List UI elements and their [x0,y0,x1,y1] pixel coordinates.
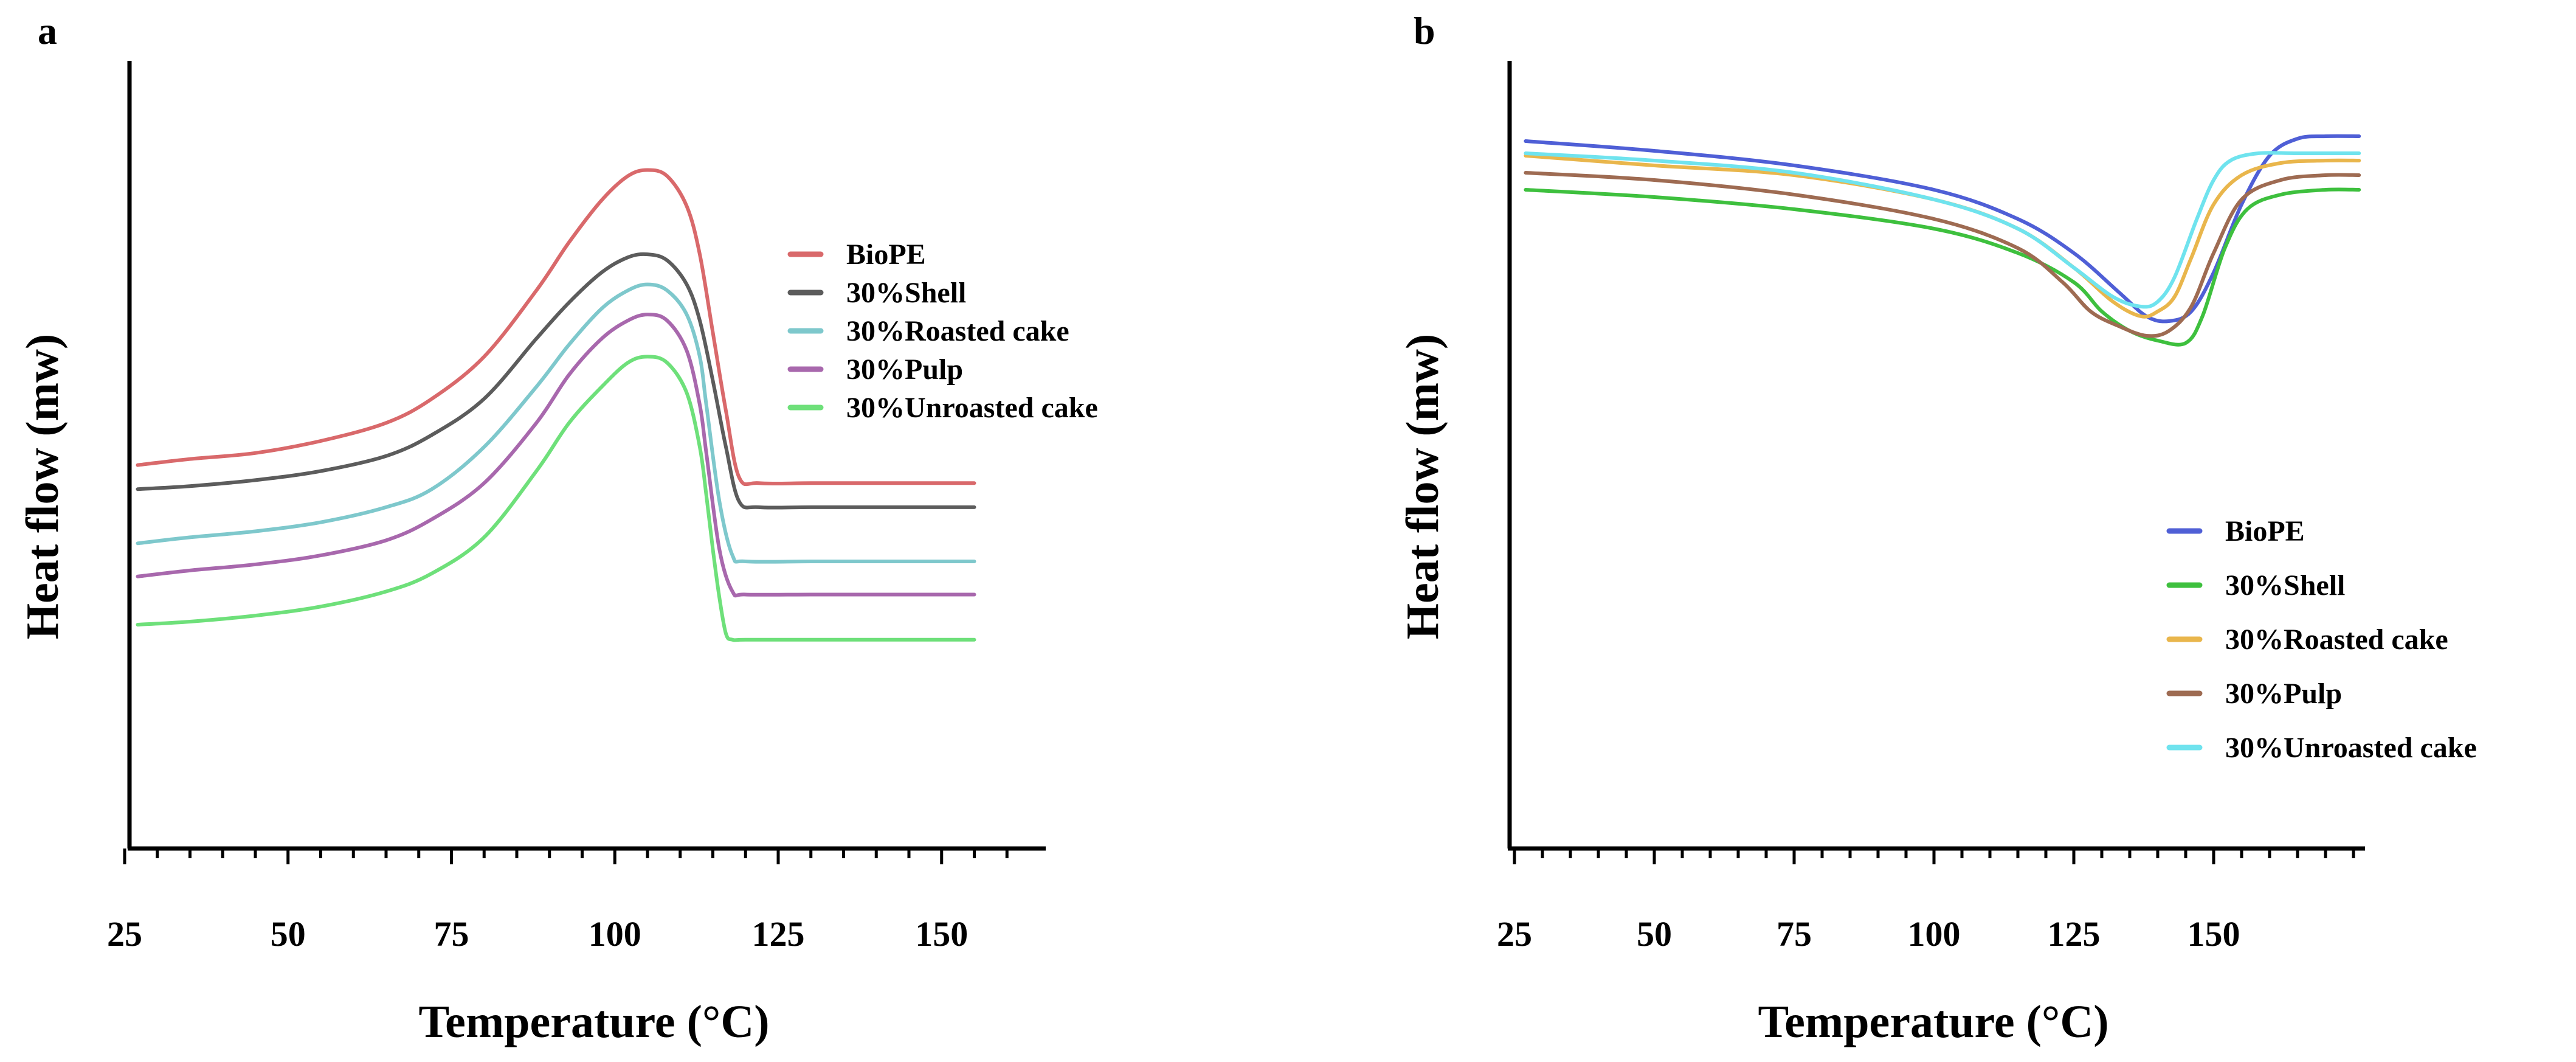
series-line-biope [136,168,976,487]
legend-label: 30%Roasted cake [846,315,1069,347]
panel-b-ticks: 25 50 75 100 125 150 [1497,849,2355,954]
panel-a-y-axis-title: Heat flow (mw) [17,334,68,639]
series-line-30-roasted-cake [1524,154,2361,319]
series-line-30-pulp [1524,171,2361,338]
series-line-biope [1524,134,2361,324]
x-tick-label: 75 [1777,914,1812,954]
panel-a-chart: a 25 50 75 100 125 150 BioPE 30%Shell 30%Roaste… [17,9,1098,1047]
x-tick-label: 100 [1908,914,1961,954]
panel-b-y-axis-title: Heat flow (mw) [1397,334,1448,639]
series-line-30-shell [136,252,976,510]
legend-label: 30%Pulp [2225,678,2342,710]
series-line-30-unroasted-cake [136,355,976,642]
panel-b-x-axis-title: Temperature (°C) [1758,996,2108,1047]
x-tick-label: 125 [2048,914,2101,954]
x-tick-label: 50 [271,914,306,954]
panel-a-ticks: 25 50 75 100 125 150 [107,849,1009,954]
x-tick-label: 100 [589,914,641,954]
legend-label: 30%Shell [2225,569,2345,602]
x-tick-label: 150 [2188,914,2240,954]
x-tick-label: 125 [752,914,805,954]
series-line-30-shell [1524,187,2361,347]
panel-a-label: a [38,9,57,52]
legend-label: 30%Roasted cake [2225,623,2448,656]
legend-label: 30%Unroasted cake [846,392,1098,424]
x-tick-label: 75 [434,914,469,954]
legend-label: 30%Unroasted cake [2225,732,2477,764]
panel-b-chart: b 25 50 75 100 125 150 BioPE 30%Shell 30%Roaste… [1397,9,2477,1047]
x-tick-label: 25 [107,914,142,954]
panel-a-x-axis-title: Temperature (°C) [418,996,769,1047]
x-tick-label: 25 [1497,914,1532,954]
legend-label: BioPE [846,238,926,271]
panel-a-series [136,168,976,642]
panel-a-legend: BioPE 30%Shell 30%Roasted cake 30%Pulp 30%Un… [787,238,1098,424]
panel-b-legend: BioPE 30%Shell 30%Roasted cake 30%Pulp 30%Un… [2166,515,2477,764]
legend-label: 30%Shell [846,277,966,309]
series-line-30-roasted-cake [136,282,976,564]
x-tick-label: 150 [915,914,968,954]
x-tick-label: 50 [1637,914,1672,954]
series-line-30-pulp [136,313,976,598]
series-line-30-unroasted-cake [1524,151,2361,309]
panel-b-series [1524,134,2361,347]
legend-label: BioPE [2225,515,2305,547]
panel-b-label: b [1414,9,1435,52]
legend-label: 30%Pulp [846,353,963,386]
